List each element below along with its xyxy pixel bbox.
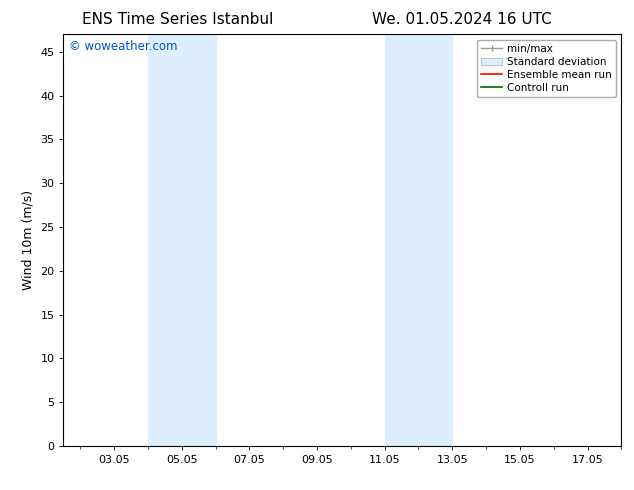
Y-axis label: Wind 10m (m/s): Wind 10m (m/s) [22,190,35,290]
Legend: min/max, Standard deviation, Ensemble mean run, Controll run: min/max, Standard deviation, Ensemble me… [477,40,616,97]
Text: We. 01.05.2024 16 UTC: We. 01.05.2024 16 UTC [372,12,552,27]
Text: ENS Time Series Istanbul: ENS Time Series Istanbul [82,12,274,27]
Bar [385,34,452,446]
Text: © woweather.com: © woweather.com [69,41,178,53]
Bar [148,34,216,446]
